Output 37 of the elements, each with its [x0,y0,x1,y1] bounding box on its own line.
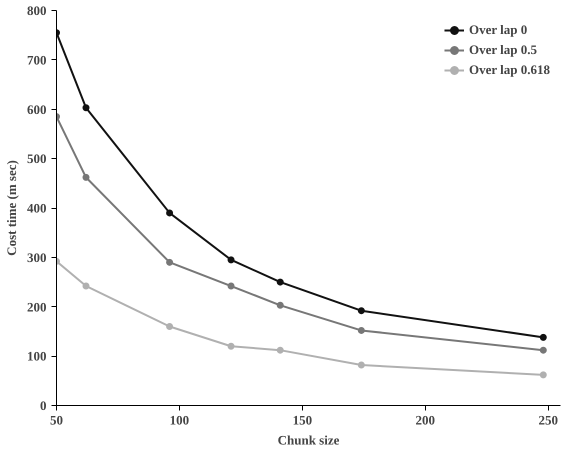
point [540,371,547,378]
x-tick-label: 250 [538,412,558,428]
x-tick-label: 200 [416,412,436,428]
point [166,258,174,266]
point [166,209,174,216]
y-tick-label: 200 [27,299,46,314]
x-tick-label: 150 [292,412,312,428]
y-tick-label: 100 [27,348,46,364]
point [82,174,90,181]
legend-label: Over lap 0 [468,22,528,38]
legend-label: Over lap 0.5 [468,42,537,58]
point [540,346,547,354]
point [358,326,365,334]
y-tick-label: 500 [27,151,46,166]
point [276,302,284,309]
point [358,307,365,314]
point [276,278,284,286]
y-tick-label: 300 [27,250,46,265]
y-tick-label: 600 [27,102,46,117]
y-tick-label: 0 [40,398,46,413]
point [276,346,284,354]
y-tick-label: 700 [27,52,46,68]
point [82,104,90,112]
x-tick-label: 50 [50,412,63,428]
point [228,256,235,264]
point [228,282,235,290]
legend-label: Over lap 0.618 [468,62,550,78]
point [82,282,90,290]
y-tick-label: 400 [27,200,46,216]
y-axis-title: Cost time (m sec) [4,160,19,256]
point [540,334,547,341]
y-tick-label: 800 [27,3,46,18]
point [228,342,235,350]
x-tick-label: 100 [170,412,190,428]
x-axis-title: Chunk size [278,432,340,448]
point [166,323,174,330]
point [358,362,365,369]
